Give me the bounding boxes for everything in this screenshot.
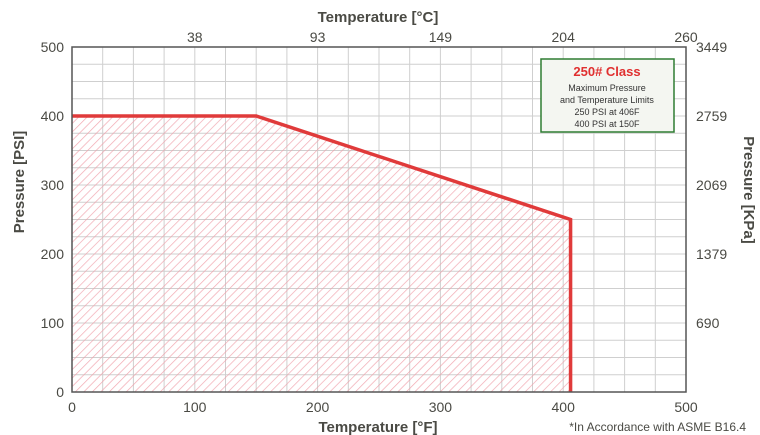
x-tick-label: 0 [68,399,76,415]
allowed-region [72,116,571,392]
series-line-250-class [72,114,573,392]
hatched-area [72,116,571,392]
y-tick-label: 100 [41,315,65,331]
axes [71,46,687,393]
x-tick-label: 200 [306,399,330,415]
legend-line-3: 250 PSI at 406F [574,107,640,117]
legend-line-4: 400 PSI at 150F [574,119,640,129]
right-tick-label: 2759 [696,108,727,124]
right-tick-label: 3449 [696,39,727,55]
series-lines [72,114,573,392]
right-tick-label: 2069 [696,177,727,193]
top-tick-label: 260 [674,29,698,45]
x-tick-label: 300 [429,399,453,415]
x-tick-label: 100 [183,399,207,415]
top-tick-label: 149 [429,29,453,45]
y-axis-left-title: Pressure [PSI] [11,131,28,234]
x-axis-bottom-title: Temperature [°F] [318,419,437,435]
y-tick-label: 500 [41,39,65,55]
plot-frame [71,46,687,393]
legend-line-1: Maximum Pressure [568,83,646,93]
x-axis-top-title: Temperature [°C] [318,9,439,26]
legend-box: 250# Class Maximum Pressure and Temperat… [540,58,675,133]
right-tick-label: 1379 [696,246,727,262]
legend-border [540,58,675,133]
top-tick-label: 204 [552,29,576,45]
y-tick-label: 200 [41,246,65,262]
legend-title: 250# Class [573,64,640,79]
y-axis-right-title: Pressure [KPa] [740,136,757,244]
y-tick-label: 0 [56,384,64,400]
right-tick-label: 690 [696,315,720,331]
x-tick-label: 500 [674,399,698,415]
legend-line-2: and Temperature Limits [560,95,654,105]
x-tick-label: 400 [552,399,576,415]
y-tick-label: 400 [41,108,65,124]
top-tick-label: 38 [187,29,203,45]
y-tick-label: 300 [41,177,65,193]
top-tick-label: 93 [310,29,326,45]
footnote: *In Accordance with ASME B16.4 [569,420,746,434]
tick-labels: 0 100 200 300 400 500 0 100 200 300 400 500 38 93 149 2… [41,29,728,415]
